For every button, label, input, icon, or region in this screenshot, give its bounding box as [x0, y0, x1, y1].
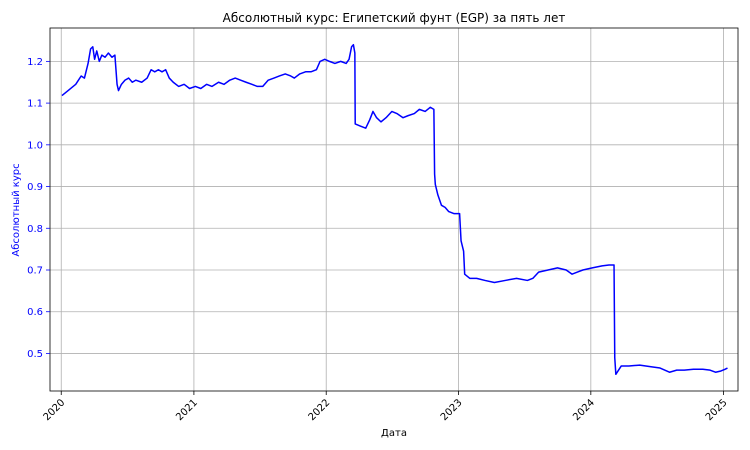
grid-lines: [50, 28, 738, 391]
y-tick-label: 0.5: [27, 349, 43, 360]
y-tick-label: 0.6: [27, 307, 43, 318]
chart-title: Абсолютный курс: Египетский фунт (EGP) з…: [223, 11, 566, 25]
y-tick-label: 0.9: [27, 182, 43, 193]
x-axis-label: Дата: [381, 428, 407, 439]
y-tick-label: 1.2: [27, 57, 43, 68]
plot-frame: [49, 27, 739, 392]
data-series: [61, 43, 728, 376]
y-tick-label: 0.7: [27, 266, 43, 277]
y-tick-label: 1.0: [27, 140, 43, 151]
y-tick-label: 1.1: [27, 99, 43, 110]
y-tick-label: 0.8: [27, 224, 43, 235]
series-line: [61, 43, 728, 376]
y-axis-label: Абсолютный курс: [11, 163, 22, 256]
y-axis-ticks: 0.5 0.6 0.7 0.8 0.9 1.0 1.1 1.2: [27, 57, 50, 360]
